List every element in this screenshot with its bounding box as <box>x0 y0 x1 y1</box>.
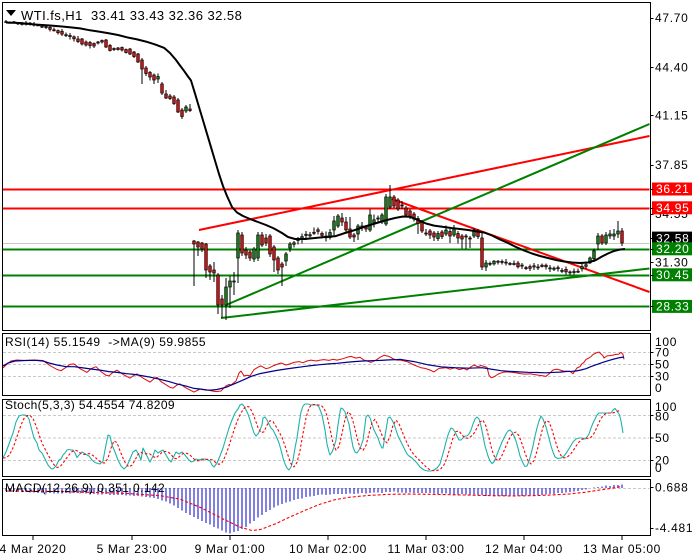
svg-text:34.95: 34.95 <box>656 201 690 215</box>
svg-text:11 Mar 03:00: 11 Mar 03:00 <box>387 542 464 556</box>
svg-text:31.30: 31.30 <box>655 255 689 269</box>
svg-text:20: 20 <box>655 454 670 468</box>
svg-text:Stoch(5,3,3) 54.4554 74.8209: Stoch(5,3,3) 54.4554 74.8209 <box>5 398 175 412</box>
svg-text:9 Mar 01:00: 9 Mar 01:00 <box>195 542 266 556</box>
svg-text:0: 0 <box>655 381 662 395</box>
svg-text:MACD(12,26,9) 0.351 0.142: MACD(12,26,9) 0.351 0.142 <box>5 481 165 495</box>
svg-text:13 Mar 05:00: 13 Mar 05:00 <box>583 542 661 556</box>
svg-text:12 Mar 04:00: 12 Mar 04:00 <box>485 542 563 556</box>
svg-text:100: 100 <box>655 400 677 414</box>
svg-text:-4.481: -4.481 <box>655 521 693 535</box>
svg-text:10 Mar 02:00: 10 Mar 02:00 <box>289 542 367 556</box>
svg-text:5 Mar 23:00: 5 Mar 23:00 <box>97 542 168 556</box>
svg-text:36.21: 36.21 <box>656 182 690 196</box>
svg-text:28.33: 28.33 <box>656 300 690 314</box>
svg-text:80: 80 <box>655 410 670 424</box>
svg-text:70: 70 <box>655 346 670 360</box>
svg-text:30: 30 <box>655 370 670 384</box>
svg-text:50: 50 <box>655 431 670 445</box>
svg-text:4 Mar 2020: 4 Mar 2020 <box>0 542 66 556</box>
svg-text:0.688: 0.688 <box>655 481 689 495</box>
svg-text:32.20: 32.20 <box>656 242 690 256</box>
svg-text:44.40: 44.40 <box>655 60 689 74</box>
svg-text:50: 50 <box>655 358 670 372</box>
svg-text:47.70: 47.70 <box>655 11 689 25</box>
svg-text:32.58: 32.58 <box>656 231 690 245</box>
svg-text:41.15: 41.15 <box>655 109 689 123</box>
svg-text:37.85: 37.85 <box>655 158 689 172</box>
svg-text:30.45: 30.45 <box>656 268 690 282</box>
svg-text:RSI(14) 55.1549 ->MA(9) 59.98: RSI(14) 55.1549 ->MA(9) 59.9855 <box>5 335 206 349</box>
svg-text:WTI.fs,H1 33.41 33.43 32.36 3: WTI.fs,H1 33.41 33.43 32.36 32.58 <box>21 8 242 23</box>
svg-text:0: 0 <box>655 461 662 475</box>
svg-text:100: 100 <box>655 335 677 349</box>
